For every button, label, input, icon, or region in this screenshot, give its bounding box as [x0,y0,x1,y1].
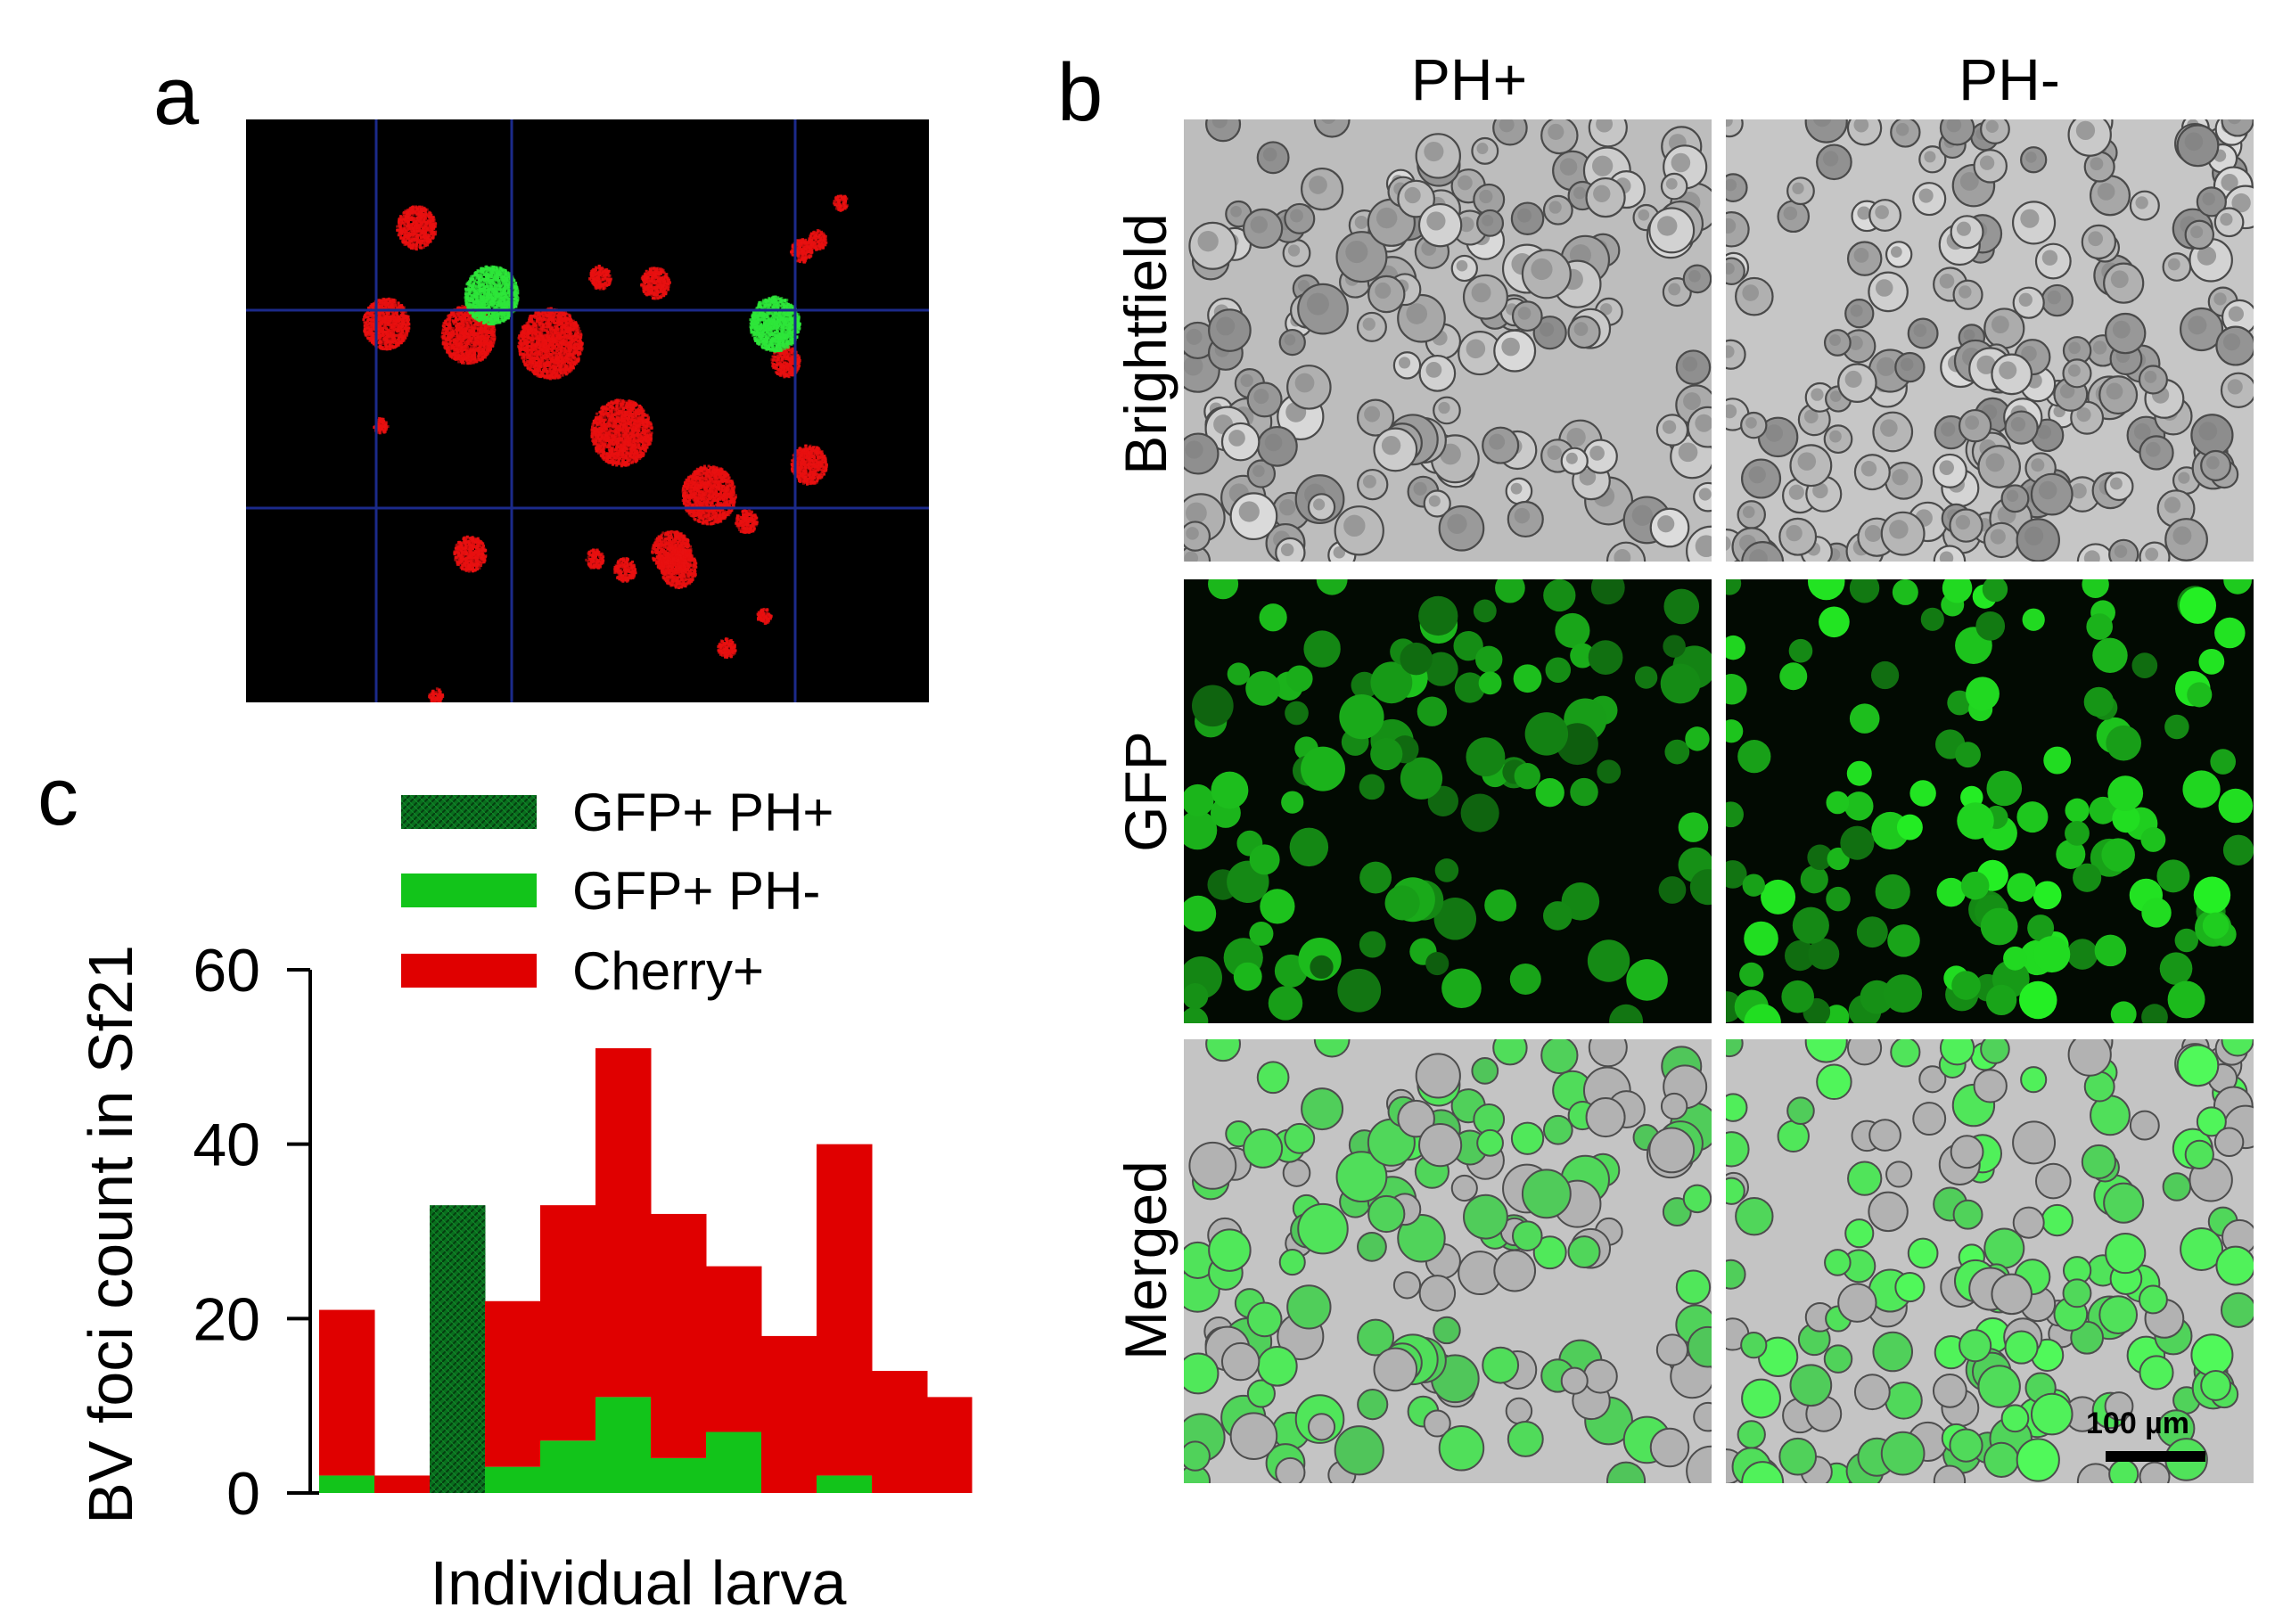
bar-segment-cherry--9 [761,1335,817,1493]
y-tick-label: 0 [226,1460,260,1528]
stacked-bar-chart: 0 20 40 60 GFP+ PH+ GFP+ PH- Cherry+ BV foci … [76,783,973,1618]
bar-segment-gfp-ph--6 [595,1397,652,1493]
scale-bar-label: 100 µm [2086,1407,2189,1440]
merged-cells [1726,1039,2254,1483]
merged-ph-plus-image [1184,1039,1712,1483]
bar-segment-cherry--11 [872,1371,928,1493]
legend-label-cherry-: Cherry+ [572,941,764,1001]
panel-c-label: c [37,751,78,842]
bar-segment-gfp-ph--10 [817,1475,873,1493]
bar-segment-gfp-ph--5 [540,1440,596,1493]
bar-segment-cherry--12 [927,1397,973,1493]
cells [1726,119,2254,562]
bar-segment-gfp-ph--7 [651,1457,707,1493]
row-label-merged: Merged [1113,1161,1178,1360]
brightfield-ph-plus-image [1184,119,1712,562]
y-tick-label: 40 [193,1111,260,1179]
row-label-brightfield: Brightfield [1113,213,1178,475]
bar-segment-cherry--8 [706,1266,762,1432]
merged-ph-minus-image [1726,1039,2254,1483]
cells [1184,119,1712,562]
row-label-gfp: GFP [1113,731,1178,852]
bar-segment-gfp-ph--3 [430,1205,486,1493]
legend-swatch-gfp-ph- [401,795,537,829]
gfp-ph-plus-image [1184,579,1712,1023]
y-tick-label: 20 [193,1285,260,1353]
column-label-ph-minus: PH- [1959,46,2060,112]
legend-label-gfp-ph-: GFP+ PH- [572,861,820,921]
confocal-image [246,119,929,702]
bar-segment-gfp-ph--1 [319,1475,375,1493]
column-label-ph-plus: PH+ [1410,46,1528,112]
panel-b-label: b [1057,47,1104,138]
y-tick-label: 60 [193,937,260,1005]
bar-segment-cherry--10 [817,1144,873,1476]
legend-swatch-cherry- [401,954,537,988]
panel-a-image [246,119,929,702]
panel-a-label: a [153,51,200,142]
scale-bar [2106,1451,2205,1462]
gfp-cells [1726,579,2254,1023]
legend-label-gfp-ph-: GFP+ PH+ [572,783,834,842]
bar-segment-gfp-ph--4 [485,1466,541,1493]
bar-segment-cherry--1 [319,1309,375,1476]
gfp-ph-minus-image [1726,579,2254,1023]
gfp-cells [1184,579,1712,1023]
bar-segment-cherry--5 [540,1205,596,1441]
legend-swatch-gfp-ph- [401,874,537,907]
merged-cells [1184,1039,1712,1483]
brightfield-ph-minus-image [1726,119,2254,562]
bar-segment-gfp-ph--8 [706,1431,762,1493]
y-axis-label: BV foci count in Sf21 [76,945,145,1524]
bar-segment-cherry--2 [374,1475,431,1493]
x-axis-label: Individual larva [431,1548,847,1618]
bar-segment-cherry--6 [595,1048,652,1398]
bar-segment-cherry--7 [651,1213,707,1458]
bar-segment-cherry--4 [485,1300,541,1467]
